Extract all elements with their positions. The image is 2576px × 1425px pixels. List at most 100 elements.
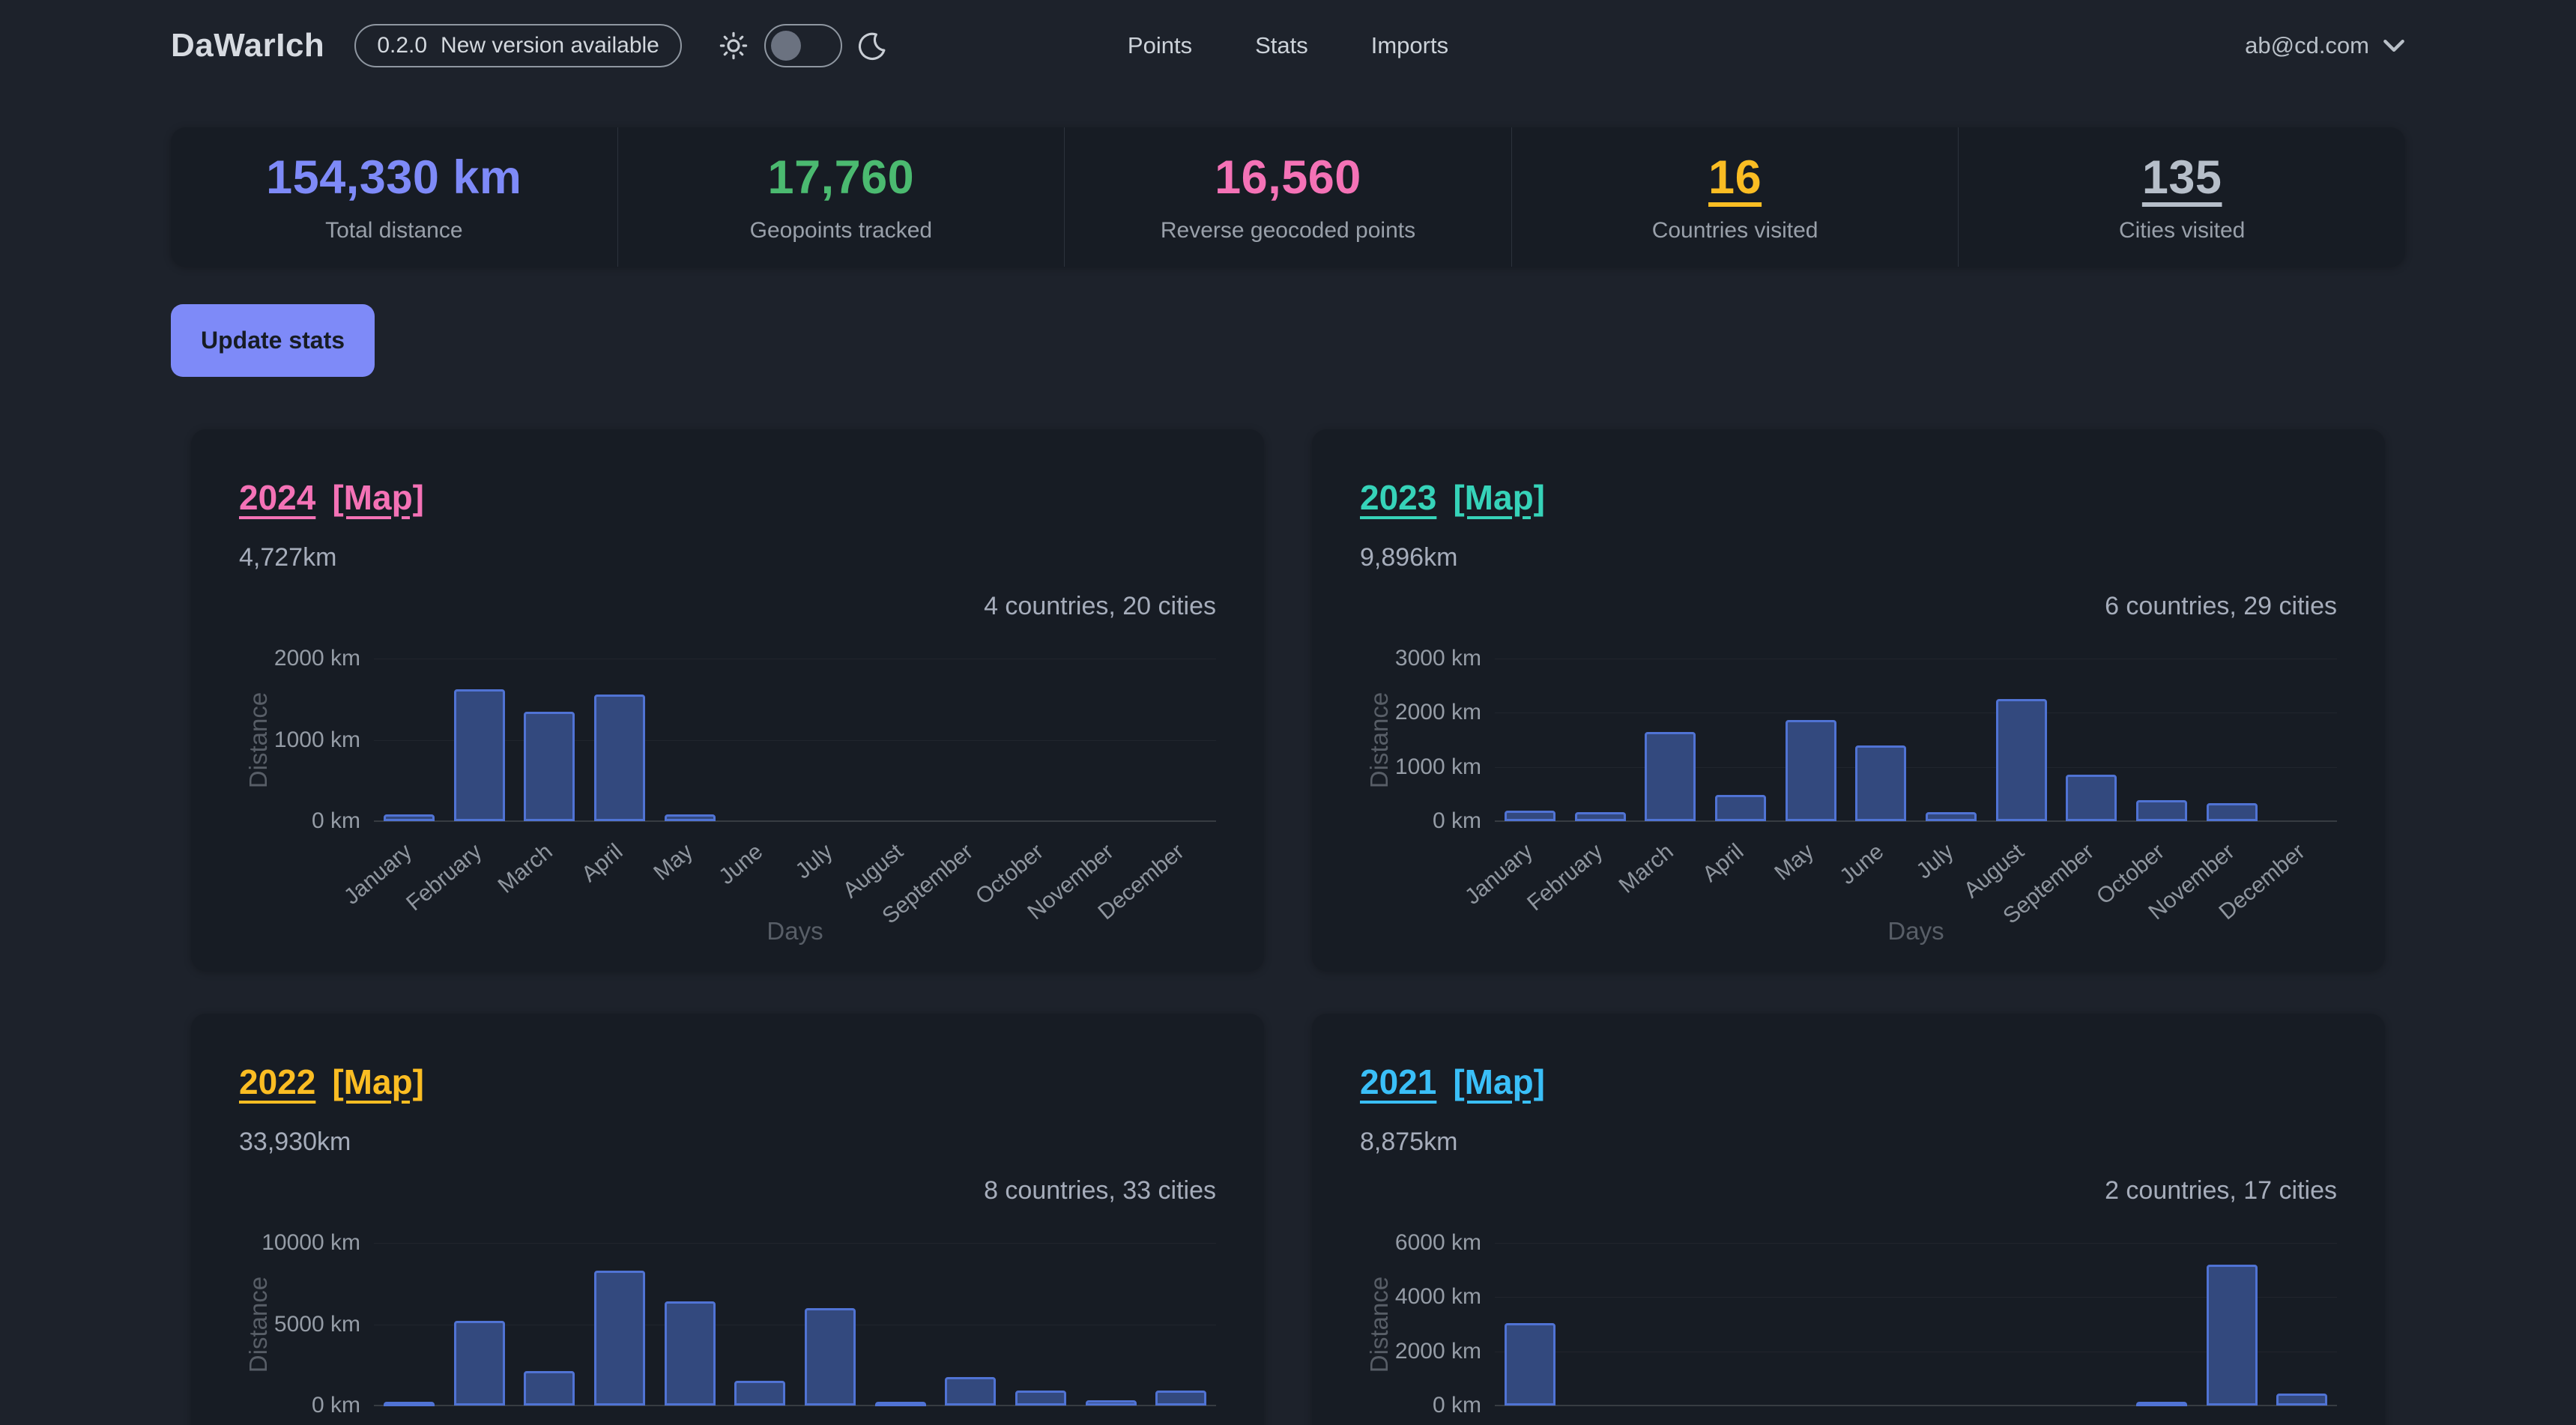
y-tick-label: 2000 km bbox=[1394, 1338, 1481, 1364]
map-link-2024[interactable]: [Map] bbox=[332, 478, 424, 517]
theme-toggle[interactable] bbox=[764, 24, 842, 67]
chart-bar-june bbox=[734, 1381, 786, 1406]
chart-bar-may bbox=[664, 1301, 716, 1406]
theme-toggle-knob bbox=[770, 31, 801, 61]
navbar: DaWarIch 0.2.0 New version available bbox=[0, 0, 2576, 91]
stat-reverse-geocoded: 16,560 Reverse geocoded points bbox=[1064, 127, 1511, 267]
nav-link-imports[interactable]: Imports bbox=[1370, 32, 1449, 58]
map-link-2023[interactable]: [Map] bbox=[1453, 478, 1545, 517]
y-tick-label: 6000 km bbox=[1394, 1230, 1481, 1255]
y-tick-label: 0 km bbox=[1432, 1393, 1481, 1418]
year-summary: 8 countries, 33 cities bbox=[984, 1176, 1216, 1205]
y-tick-label: 3000 km bbox=[1394, 646, 1481, 671]
y-tick-label: 4000 km bbox=[1394, 1284, 1481, 1310]
year-link-2023[interactable]: 2023 bbox=[1360, 478, 1437, 517]
y-tick-label: 0 km bbox=[311, 1393, 360, 1418]
chart-bar-october bbox=[2135, 1401, 2187, 1406]
chart-gridline bbox=[1495, 1243, 2337, 1244]
y-tick-label: 10000 km bbox=[261, 1230, 360, 1255]
chart-gridline bbox=[1495, 712, 2337, 714]
nav-link-points[interactable]: Points bbox=[1127, 32, 1193, 58]
stat-cities-value[interactable]: 135 bbox=[2141, 151, 2222, 204]
chart-bar-august bbox=[1995, 699, 2047, 821]
nav-link-stats[interactable]: Stats bbox=[1255, 32, 1308, 58]
stats-row: 154,330 km Total distance 17,760 Geopoin… bbox=[171, 127, 2405, 267]
x-tick-label: May bbox=[649, 838, 698, 886]
chart-bar-november bbox=[2206, 803, 2258, 821]
y-axis-title: Distance bbox=[1365, 1276, 1393, 1373]
chart-bar-march bbox=[524, 1371, 575, 1406]
x-tick-label: May bbox=[1770, 838, 1818, 886]
chart-bar-june bbox=[1855, 745, 1907, 821]
user-menu[interactable]: ab@cd.com bbox=[2245, 32, 2405, 59]
chart-bar-october bbox=[2135, 799, 2187, 821]
year-link-2021[interactable]: 2021 bbox=[1360, 1062, 1437, 1101]
stat-countries-value[interactable]: 16 bbox=[1708, 151, 1762, 204]
year-summary: 6 countries, 29 cities bbox=[2105, 592, 2337, 620]
map-link-2021[interactable]: [Map] bbox=[1453, 1062, 1545, 1101]
chart-bar-november bbox=[2206, 1264, 2258, 1406]
x-tick-label: April bbox=[1697, 838, 1749, 887]
stat-geopoints-label: Geopoints tracked bbox=[749, 218, 933, 243]
chart-bar-may bbox=[1785, 719, 1836, 821]
x-axis-title: Days bbox=[767, 917, 823, 945]
stat-total-distance: 154,330 km Total distance bbox=[171, 127, 617, 267]
stat-geopoints: 17,760 Geopoints tracked bbox=[617, 127, 1065, 267]
map-link-2022[interactable]: [Map] bbox=[332, 1062, 424, 1101]
app-logo[interactable]: DaWarIch bbox=[171, 27, 325, 64]
user-email: ab@cd.com bbox=[2245, 32, 2369, 58]
chart-bar-february bbox=[1574, 812, 1626, 821]
update-stats-button[interactable]: Update stats bbox=[171, 304, 375, 377]
chart-bar-december bbox=[1155, 1391, 1207, 1406]
distance-chart-2023: 0 km 1000 km 2000 km 3000 km January February… bbox=[1360, 630, 2337, 952]
stat-cities-label: Cities visited bbox=[2118, 218, 2246, 243]
chevron-down-icon bbox=[2383, 38, 2405, 53]
year-card-2024: 2024 [Map] 4,727km 4 countries, 20 citie… bbox=[191, 429, 1264, 971]
chart-gridline bbox=[374, 1405, 1216, 1406]
chart-bar-march bbox=[524, 711, 575, 821]
chart-bar-march bbox=[1645, 731, 1696, 821]
year-link-2024[interactable]: 2024 bbox=[239, 478, 316, 517]
year-summary: 2 countries, 17 cities bbox=[2105, 1176, 2337, 1205]
card-title: 2024 [Map] bbox=[239, 477, 1216, 518]
moon-icon bbox=[857, 30, 889, 61]
x-tick-label: March bbox=[1614, 838, 1678, 898]
x-tick-label: February bbox=[402, 838, 487, 916]
chart-gridline bbox=[374, 739, 1216, 741]
year-card-2021: 2021 [Map] 8,875km 2 countries, 17 citie… bbox=[1312, 1014, 2385, 1425]
chart-bar-april bbox=[593, 694, 645, 821]
stat-geopoints-value: 17,760 bbox=[767, 151, 915, 204]
stat-reverse-geocoded-value: 16,560 bbox=[1215, 151, 1361, 204]
chart-bar-july bbox=[804, 1307, 856, 1406]
year-card-2023: 2023 [Map] 9,896km 6 countries, 29 citie… bbox=[1312, 429, 2385, 971]
stat-countries: 16 Countries visited bbox=[1511, 127, 1959, 267]
y-tick-label: 0 km bbox=[311, 808, 360, 833]
x-tick-label: June bbox=[714, 838, 768, 890]
x-axis-title: Days bbox=[1887, 917, 1944, 945]
distance-chart-2024: 0 km 1000 km 2000 km January February March Ap… bbox=[239, 630, 1216, 952]
year-link-2022[interactable]: 2022 bbox=[239, 1062, 316, 1101]
x-tick-label: July bbox=[1912, 838, 1959, 884]
chart-bar-september bbox=[945, 1377, 997, 1406]
x-tick-label: July bbox=[791, 838, 838, 884]
card-title: 2022 [Map] bbox=[239, 1062, 1216, 1102]
y-tick-label: 1000 km bbox=[1394, 754, 1481, 779]
version-message: New version available bbox=[441, 33, 659, 58]
chart-gridline bbox=[1495, 766, 2337, 768]
x-tick-label: February bbox=[1523, 838, 1608, 916]
year-distance: 4,727km bbox=[239, 543, 337, 572]
y-tick-label: 5000 km bbox=[273, 1311, 360, 1337]
chart-bar-january bbox=[383, 814, 435, 821]
stat-cities: 135 Cities visited bbox=[1958, 127, 2405, 267]
theme-controls bbox=[718, 24, 889, 67]
year-distance: 9,896km bbox=[1360, 543, 1458, 572]
chart-gridline bbox=[374, 820, 1216, 822]
chart-bar-november bbox=[1085, 1400, 1137, 1406]
chart-bar-february bbox=[453, 689, 505, 821]
card-title: 2023 [Map] bbox=[1360, 477, 2337, 518]
chart-gridline bbox=[1495, 1297, 2337, 1298]
chart-bar-april bbox=[593, 1270, 645, 1406]
version-badge[interactable]: 0.2.0 New version available bbox=[354, 24, 682, 67]
chart-bar-july bbox=[1925, 811, 1977, 821]
chart-gridline bbox=[1495, 1405, 2337, 1406]
